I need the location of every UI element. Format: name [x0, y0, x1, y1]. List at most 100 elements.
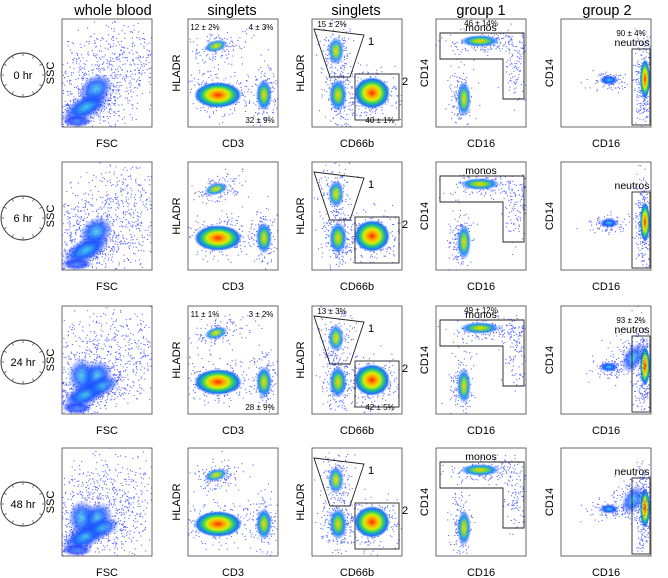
- main-cluster-density: [194, 369, 242, 395]
- main-cluster: [194, 225, 242, 251]
- plot-frame: [311, 161, 403, 271]
- stat-monos: 46 ± 14%: [464, 19, 498, 28]
- hladr-cluster-density: [204, 468, 228, 482]
- clock-tick: [39, 84, 43, 87]
- x-axis-label: CD3: [222, 425, 244, 437]
- stat-monos: 49 ± 12%: [464, 306, 498, 315]
- neutro-cluster-density: [354, 506, 390, 538]
- mono-cluster: [599, 504, 619, 514]
- clock-tick: [11, 198, 14, 202]
- y-axis-label: HLADR: [295, 54, 307, 91]
- x-axis-label: FSC: [96, 567, 118, 578]
- clock-tick: [32, 342, 35, 346]
- gate-1-label: 1: [368, 465, 374, 477]
- tail-events-points: [497, 23, 526, 111]
- gate-2-rect: [354, 73, 400, 121]
- cd3-cluster: [256, 222, 272, 254]
- main-cluster-density: [194, 511, 242, 537]
- neutros-label: neutros: [614, 180, 649, 192]
- gate-1-label: 1: [368, 179, 374, 191]
- cd16neg-cluster-density: [457, 81, 471, 117]
- panel-1-2: CD3 HLADR: [171, 161, 279, 293]
- main-cluster: [194, 511, 242, 537]
- column-headers: whole blood singlets singlets group 1 group …: [73, 3, 631, 19]
- plot-frame: [311, 305, 403, 415]
- panel-3-3: CD66b HLADR 1 2: [295, 447, 408, 578]
- neutros-label: neutros: [614, 37, 649, 49]
- panel-3-5: CD16 CD14 neutros: [544, 447, 652, 578]
- clock-tick: [11, 55, 14, 59]
- panel-0-3: CD66b HLADR 1 2 15 ± 2% 40 ± 1%: [295, 18, 408, 150]
- stat-gate-2: 40 ± 1%: [365, 116, 394, 125]
- panel-0-2: CD3 HLADR 12 ± 2% 4 ± 3% 32 ± 9%: [171, 18, 279, 150]
- clock-tick: [11, 234, 14, 238]
- y-axis-label: CD14: [419, 59, 431, 87]
- clock-tick: [3, 371, 7, 374]
- time-clock: 48 hr: [0, 481, 46, 527]
- panel-1-4: CD16 CD14 monos: [419, 161, 527, 293]
- clock-tick: [39, 206, 43, 209]
- x-axis-label: FSC: [96, 138, 118, 150]
- mono-cluster-density: [599, 218, 619, 228]
- column-header-1: whole blood: [73, 3, 151, 19]
- mono-cluster: [460, 322, 500, 334]
- panel-0-1: FSC SSC: [45, 18, 153, 150]
- stat-top-left: 12 ± 2%: [190, 23, 219, 32]
- clock-tick: [11, 342, 14, 346]
- clock-tick: [3, 63, 7, 66]
- y-axis-label: HLADR: [171, 483, 183, 520]
- cd16neg-cluster-density: [457, 510, 471, 546]
- cd16neg-cluster: [457, 368, 471, 404]
- y-axis-label: HLADR: [295, 483, 307, 520]
- mono-cluster-density: [460, 178, 500, 190]
- tail-events: [497, 23, 526, 111]
- lymph-cluster-density: [329, 79, 347, 111]
- panel-2-2: CD3 HLADR 11 ± 1% 3 ± 2% 28 ± 9%: [171, 305, 279, 437]
- mono-cluster: [599, 75, 619, 85]
- y-axis-label: CD14: [544, 346, 556, 374]
- column-header-4: group 1: [456, 3, 505, 19]
- y-axis-label: CD14: [419, 488, 431, 516]
- tail-events: [501, 174, 526, 256]
- neutro-cluster-density: [354, 220, 390, 252]
- monos-gate: [439, 461, 525, 529]
- y-axis-label: HLADR: [295, 341, 307, 378]
- extra-cloud2-density: [84, 516, 120, 540]
- cd16neg-cluster: [457, 510, 471, 546]
- cd3-cluster: [256, 79, 272, 111]
- mono-cluster: [599, 362, 619, 372]
- panel-2-3: CD66b HLADR 1 2 13 ± 3% 42 ± 5%: [295, 305, 408, 437]
- column-header-3: singlets: [331, 3, 380, 19]
- neutros-label: neutros: [614, 324, 649, 336]
- clock-tick: [39, 227, 43, 230]
- panel-2-1: FSC SSC: [45, 305, 153, 437]
- stat-top-right: 4 ± 3%: [249, 23, 274, 32]
- cd3-cluster: [256, 366, 272, 398]
- lymph-cluster-density: [329, 222, 347, 254]
- mono-cluster-density: [460, 322, 500, 334]
- y-axis-label: CD14: [419, 202, 431, 230]
- cd16neg-cluster-density: [457, 368, 471, 404]
- panel-3-2: CD3 HLADR: [171, 447, 279, 578]
- column-header-5: group 2: [582, 3, 631, 19]
- mono-cluster: [328, 180, 344, 208]
- monos-label: monos: [465, 451, 497, 463]
- cd3-cluster-density: [256, 508, 272, 540]
- mono-cluster-density: [460, 464, 500, 476]
- gate-2-label: 2: [402, 219, 408, 231]
- clock-tick: [11, 484, 14, 488]
- y-axis-label: HLADR: [295, 197, 307, 234]
- y-axis-label: HLADR: [171, 197, 183, 234]
- neutros-gate: [631, 191, 651, 269]
- y-axis-label: HLADR: [171, 54, 183, 91]
- time-label: 0 hr: [14, 70, 33, 82]
- clock-tick: [32, 198, 35, 202]
- y-axis-label: CD14: [544, 59, 556, 87]
- lymph-cluster: [329, 222, 347, 254]
- x-axis-label: CD66b: [340, 281, 374, 293]
- x-axis-label: CD3: [222, 567, 244, 578]
- x-axis-label: CD16: [592, 138, 620, 150]
